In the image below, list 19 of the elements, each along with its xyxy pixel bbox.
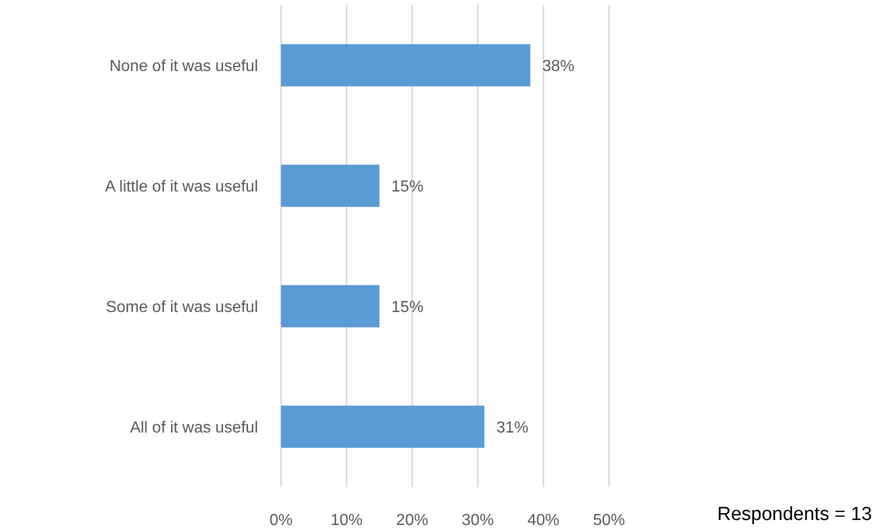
- bar: [281, 406, 484, 448]
- x-tick-label: 40%: [527, 512, 560, 529]
- data-label: 15%: [391, 178, 424, 196]
- y-tick-label: None of it was useful: [109, 58, 258, 75]
- x-tick-label: 20%: [396, 512, 428, 529]
- data-label: 31%: [496, 419, 528, 436]
- x-tick-label: 10%: [330, 512, 363, 529]
- bar: [281, 164, 380, 207]
- bar: [281, 285, 380, 328]
- y-tick-label: All of it was useful: [130, 419, 258, 436]
- data-label: 38%: [542, 58, 574, 75]
- text: Respondents = 13: [717, 504, 872, 525]
- x-tick-label: 0%: [269, 512, 293, 529]
- bar: [281, 44, 530, 86]
- data-label: 15%: [391, 298, 424, 316]
- x-tick-label: 30%: [462, 512, 494, 529]
- x-tick-label: 50%: [592, 512, 626, 529]
- y-tick-label: Some of it was useful: [106, 298, 258, 316]
- y-tick-label: A little of it was useful: [105, 178, 258, 196]
